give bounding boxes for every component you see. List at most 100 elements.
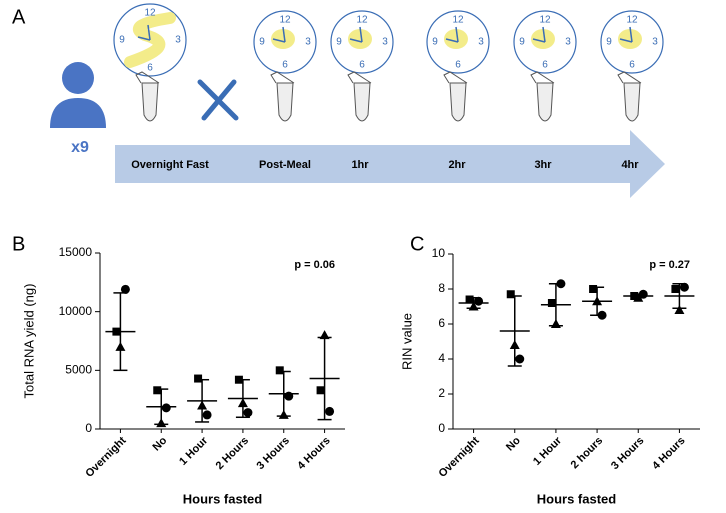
clock-hand [629, 26, 633, 43]
x-tick-label: 2 hours [569, 435, 606, 472]
clock-hand [359, 26, 363, 43]
cutlery-icon [197, 79, 239, 121]
point [556, 279, 566, 289]
clock-number: 12 [356, 15, 368, 26]
point [197, 400, 208, 410]
clock-number: 3 [565, 37, 571, 48]
clock-number: 9 [432, 37, 438, 48]
x-tick-label: 4 Hours [295, 435, 332, 472]
y-tick-label: 8 [438, 281, 445, 295]
point [284, 391, 294, 401]
point [515, 354, 525, 364]
clock-number: 12 [626, 15, 638, 26]
point [547, 299, 556, 307]
point [275, 366, 284, 375]
timeline-label: Post-Meal [259, 159, 311, 171]
y-tick-label: 0 [85, 421, 92, 435]
clock-number: 12 [144, 8, 156, 19]
point [597, 310, 607, 320]
tube [536, 82, 554, 122]
y-tick-label: 2 [438, 386, 445, 400]
point [592, 296, 603, 306]
tube [276, 82, 294, 122]
tube-lid [443, 71, 468, 84]
point [325, 406, 335, 416]
clock-number: 9 [336, 37, 342, 48]
panel-label: C [410, 233, 424, 255]
y-axis-label: Total RNA yield (ng) [21, 284, 36, 399]
point [506, 290, 515, 299]
clock-highlight [348, 29, 372, 49]
point [630, 292, 639, 300]
x-tick-label: No [151, 434, 170, 453]
point [243, 408, 253, 418]
point [589, 285, 598, 293]
point [509, 340, 520, 349]
clock-number: 9 [606, 37, 612, 48]
clock-number: 3 [478, 37, 484, 48]
clock-number: 6 [542, 60, 548, 71]
clock-highlight [531, 29, 555, 49]
timeline-label: 4hr [621, 159, 639, 171]
clock-highlight [124, 12, 176, 68]
y-tick-label: 10 [432, 246, 446, 260]
x-tick-label: 1 Hour [531, 434, 565, 468]
point [465, 295, 474, 304]
clock-hand [137, 36, 151, 41]
x-tick-label: 2 Hours [214, 435, 251, 472]
count-label: x9 [71, 139, 89, 156]
person-icon [50, 62, 106, 128]
x-axis-label: Hours fasted [537, 491, 617, 506]
tube-lid [270, 71, 295, 84]
clock-hand [445, 38, 459, 43]
timeline-label: 1hr [351, 159, 369, 171]
point [278, 409, 289, 419]
y-tick-label: 10000 [59, 304, 93, 318]
clock-number: 12 [452, 15, 464, 26]
point [671, 285, 680, 293]
point [112, 327, 121, 336]
x-tick-label: 1 Hour [177, 434, 211, 468]
tube-lid [135, 71, 160, 84]
tube [141, 82, 159, 122]
clock-hand [532, 38, 546, 43]
timeline-label: 2hr [448, 159, 466, 171]
point [319, 330, 330, 340]
clock-hand [542, 26, 546, 43]
x-axis-label: Hours fasted [183, 491, 263, 506]
panel-label: A [12, 6, 26, 28]
clock-hand [147, 24, 151, 41]
clock-number: 3 [652, 37, 658, 48]
point [120, 284, 130, 294]
point [156, 418, 167, 428]
point [633, 292, 644, 302]
clock-highlight [444, 29, 468, 49]
clock-number: 12 [279, 15, 291, 26]
tube-lid [530, 71, 555, 84]
x-tick-label: 3 Hours [609, 435, 646, 472]
clock-hand [619, 38, 633, 43]
timeline-label: Overnight Fast [131, 159, 209, 171]
point [550, 319, 561, 328]
clock-number: 9 [519, 37, 525, 48]
y-tick-label: 6 [438, 316, 445, 330]
y-tick-label: 5000 [65, 363, 92, 377]
x-tick-label: 3 Hours [254, 435, 291, 472]
tube [353, 82, 371, 122]
point [237, 398, 248, 408]
clock-number: 6 [359, 60, 365, 71]
clock-number: 9 [119, 35, 125, 46]
point [153, 386, 162, 395]
x-tick-label: 4 Hours [650, 435, 687, 472]
clock-number: 3 [305, 37, 311, 48]
point [316, 386, 325, 395]
x-tick-label: No [504, 434, 523, 453]
tube [449, 82, 467, 122]
clock-highlight [271, 29, 295, 49]
point [679, 282, 689, 292]
y-tick-label: 15000 [59, 245, 93, 259]
clock-hand [455, 26, 459, 43]
clock-number: 6 [147, 63, 153, 74]
point [202, 410, 212, 420]
